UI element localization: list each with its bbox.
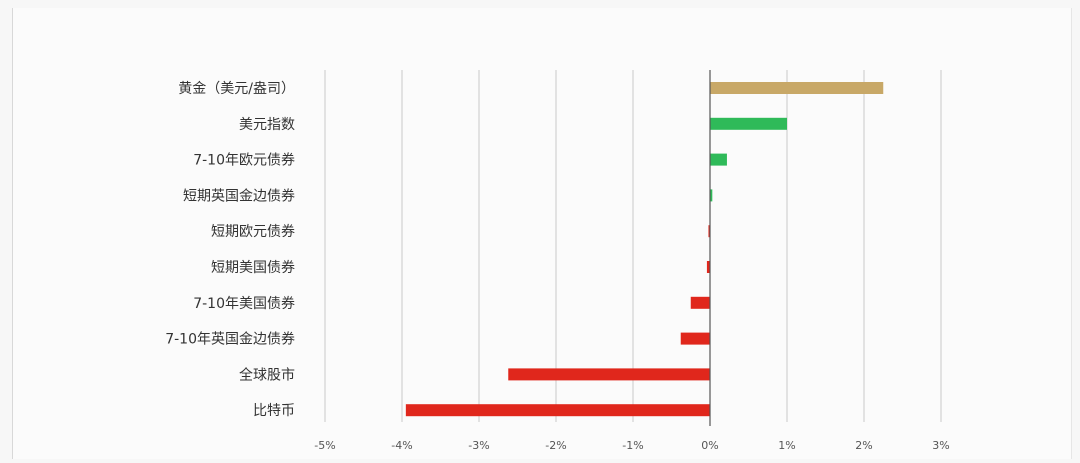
bar [706, 261, 710, 273]
category-label: 短期英国金边债券 [183, 187, 295, 204]
category-labels: 黄金（美元/盎司） 美元指数 7-10年欧元债券短期英国金边债券短期欧元债券短期美国… [165, 80, 295, 419]
category-label: 7-10年美国债券 [193, 296, 295, 312]
x-tick-label: 2% [855, 439, 872, 452]
category-label: 短期美国债券 [211, 260, 295, 276]
bar [710, 82, 884, 94]
x-tick-label: -5% [314, 439, 335, 452]
category-label: 比特币 [253, 403, 295, 419]
category-label: 黄金（美元/盎司） [178, 80, 295, 97]
x-tick-label: 1% [778, 439, 795, 452]
bar [690, 296, 710, 309]
bar [508, 368, 710, 381]
bar [710, 153, 727, 166]
bar [710, 189, 713, 202]
category-label: 短期欧元债券 [211, 224, 295, 240]
chart-panel: 黄金（美元/盎司） 美元指数 7-10年欧元债券短期英国金边债券短期欧元债券 短期美国… [12, 8, 1072, 459]
x-tick-labels: -5% -4% -3% -2% -1% 0% 1% 2% 3% [314, 439, 949, 452]
x-tick-label: -1% [622, 439, 643, 452]
x-tick-label: 3% [932, 439, 949, 452]
category-label: 7-10年英国金边债券 [165, 331, 295, 348]
bar [405, 404, 710, 417]
bars [405, 82, 884, 417]
x-tick-label: -4% [391, 439, 412, 452]
category-label: 全球股市 [239, 366, 295, 383]
x-tick-label: -3% [468, 439, 489, 452]
bar [708, 225, 710, 238]
category-label: 7-10年欧元债券 [193, 153, 295, 169]
x-tick-label: 0% [701, 439, 718, 452]
bar [680, 332, 710, 345]
bar-chart: 黄金（美元/盎司） 美元指数 7-10年欧元债券短期英国金边债券短期欧元债券短期美国… [165, 70, 950, 452]
bar [710, 117, 787, 130]
x-tick-label: -2% [545, 439, 566, 452]
category-label: 美元指数 [239, 117, 295, 133]
